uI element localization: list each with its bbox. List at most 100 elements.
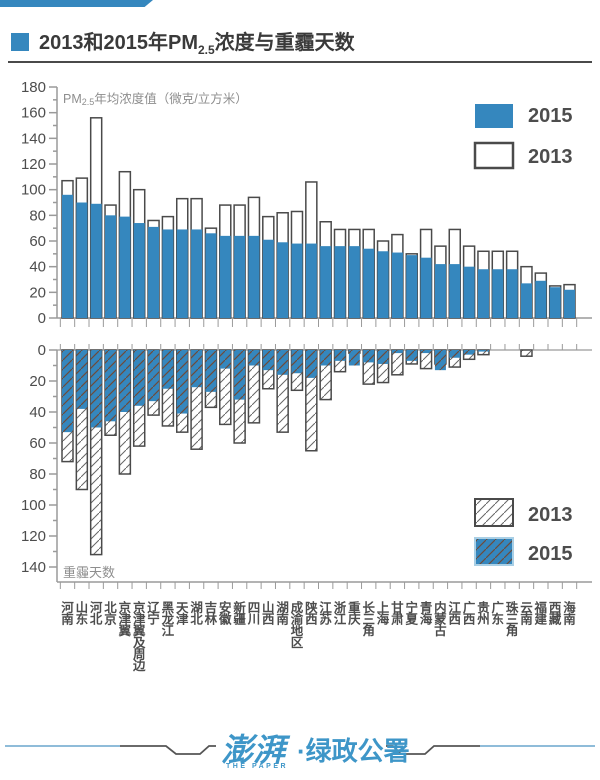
bar-2015-长三角 bbox=[363, 248, 375, 318]
category-label-广东: 广东 bbox=[492, 600, 505, 627]
category-label-辽宁: 辽宁 bbox=[147, 601, 160, 627]
bar-2015-京津翼及周边 bbox=[133, 223, 145, 318]
haze-bar-2015-浙江 bbox=[334, 350, 346, 361]
category-label-江苏: 江苏 bbox=[319, 600, 332, 627]
bar-2015-京津翼 bbox=[119, 216, 131, 318]
category-label-宁夏: 宁夏 bbox=[404, 600, 418, 627]
bar-2015-天津 bbox=[176, 229, 188, 318]
haze-bar-2015-青海 bbox=[420, 350, 432, 354]
legend-swatch-2013-hatched bbox=[474, 498, 514, 527]
title-divider bbox=[8, 61, 592, 63]
bar-2015-成渝地区 bbox=[291, 243, 303, 318]
logo-rest-text: 绿政公署 bbox=[305, 736, 410, 766]
bar-2015-辽宁 bbox=[148, 226, 160, 318]
top-y-tick-label: 140 bbox=[21, 130, 46, 147]
bar-2015-山西 bbox=[262, 239, 274, 318]
category-label-北京: 北京 bbox=[104, 600, 117, 627]
category-label-西藏: 西藏 bbox=[549, 601, 562, 627]
haze-bar-2015-安徽 bbox=[219, 350, 231, 369]
page-title: 2013和2015年PM2.5浓度与重霾天数 bbox=[11, 26, 355, 57]
bottom-y-tick-label: 140 bbox=[21, 559, 46, 576]
bar-2015-福建 bbox=[535, 280, 547, 318]
category-label-云南: 云南 bbox=[520, 601, 533, 627]
category-label-广西: 广西 bbox=[463, 600, 476, 627]
bar-2015-河北 bbox=[90, 203, 102, 318]
bar-2015-北京 bbox=[105, 215, 117, 318]
bar-2015-西藏 bbox=[549, 287, 561, 318]
legend-label-2015-haze: 2015 bbox=[528, 543, 573, 565]
bar-2015-青海 bbox=[420, 257, 432, 318]
legend-swatch-2015-solid bbox=[475, 104, 513, 128]
bar-2015-江西 bbox=[449, 264, 461, 318]
bar-2015-珠三角 bbox=[506, 269, 518, 318]
bar-2015-山东 bbox=[76, 202, 88, 318]
category-label-海南: 海南 bbox=[563, 600, 576, 627]
haze-bar-2015-成渝地区 bbox=[291, 350, 303, 374]
top-y-tick-label: 20 bbox=[29, 284, 46, 301]
category-label-山西: 山西 bbox=[262, 600, 275, 627]
category-label-长三角: 长三角 bbox=[362, 600, 375, 638]
category-label-京津翼及周边: 京津翼及周边 bbox=[132, 600, 146, 673]
top-chart-axis-label: PM2.5年均浓度值（微克/立方米） bbox=[63, 91, 248, 107]
category-label-新疆: 新疆 bbox=[233, 600, 246, 627]
bar-2015-海南 bbox=[564, 289, 576, 318]
haze-bar-2015-上海 bbox=[377, 350, 389, 364]
bottom-chart-axis-label: 重霾天数 bbox=[63, 565, 115, 580]
category-label-京津翼: 京津翼 bbox=[118, 600, 132, 638]
bar-2015-广东 bbox=[492, 269, 504, 318]
top-y-tick-label: 120 bbox=[21, 156, 46, 173]
haze-bar-2015-山东 bbox=[76, 350, 88, 409]
category-label-山东: 山东 bbox=[76, 600, 89, 627]
haze-bar-2015-湖南 bbox=[277, 350, 289, 375]
category-label-甘肃: 甘肃 bbox=[391, 600, 404, 627]
haze-bar-2015-广西 bbox=[463, 350, 475, 355]
bar-2015-湖南 bbox=[277, 242, 289, 318]
bottom-y-tick-label: 80 bbox=[29, 466, 46, 483]
bar-2015-黑龙江 bbox=[162, 229, 174, 318]
title-post: 浓度与重霾天数 bbox=[214, 32, 355, 54]
category-label-湖北: 湖北 bbox=[190, 600, 203, 627]
bar-2015-广西 bbox=[463, 266, 475, 318]
haze-bar-2015-河北 bbox=[90, 350, 102, 428]
haze-bar-2015-京津翼 bbox=[119, 350, 131, 412]
haze-bar-2015-湖北 bbox=[191, 350, 203, 388]
bar-2015-甘肃 bbox=[391, 252, 403, 318]
category-label-四川: 四川 bbox=[247, 601, 261, 627]
category-label-内蒙古: 内蒙古 bbox=[434, 600, 447, 638]
bar-2015-宁夏 bbox=[406, 255, 418, 318]
bar-2015-四川 bbox=[248, 235, 260, 318]
haze-bar-2015-河南 bbox=[62, 350, 73, 433]
haze-bar-2015-北京 bbox=[105, 350, 117, 422]
logo-dot: · bbox=[297, 736, 306, 766]
category-label-安徽: 安徽 bbox=[218, 600, 232, 627]
bottom-y-tick-label: 40 bbox=[29, 404, 46, 421]
top-y-tick-label: 0 bbox=[38, 310, 46, 327]
top-y-tick-label: 40 bbox=[29, 259, 46, 276]
legend-label-2015: 2015 bbox=[528, 105, 573, 127]
haze-bar-2015-江西 bbox=[449, 350, 461, 358]
category-label-河南: 河南 bbox=[61, 600, 74, 627]
bar-2015-湖北 bbox=[191, 229, 203, 318]
category-label-珠三角: 珠三角 bbox=[506, 600, 519, 638]
title-subscript: 2.5 bbox=[197, 43, 215, 57]
haze-bar-2015-宁夏 bbox=[406, 350, 418, 361]
top-ribbon bbox=[0, 0, 153, 7]
category-label-成渝地区: 成渝地区 bbox=[291, 600, 304, 650]
bottom-y-tick-label: 120 bbox=[21, 528, 46, 545]
category-label-江西: 江西 bbox=[449, 600, 462, 627]
top-y-tick-label: 100 bbox=[21, 182, 46, 199]
title-text: 2013和2015年PM2.5浓度与重霾天数 bbox=[39, 26, 355, 57]
haze-bar-2015-黑龙江 bbox=[162, 350, 174, 389]
haze-bar-2013-云南 bbox=[520, 349, 533, 357]
haze-bar-2015-辽宁 bbox=[148, 350, 160, 402]
bottom-y-tick-label: 0 bbox=[38, 342, 46, 359]
haze-bar-2015-新疆 bbox=[234, 350, 246, 400]
haze-bar-2015-陕西 bbox=[305, 350, 317, 378]
category-label-吉林: 吉林 bbox=[205, 600, 218, 627]
haze-bar-2015-四川 bbox=[248, 350, 260, 366]
haze-bar-2015-内蒙古 bbox=[434, 350, 446, 371]
haze-bar-2015-天津 bbox=[176, 350, 188, 414]
bar-2015-上海 bbox=[377, 251, 389, 318]
